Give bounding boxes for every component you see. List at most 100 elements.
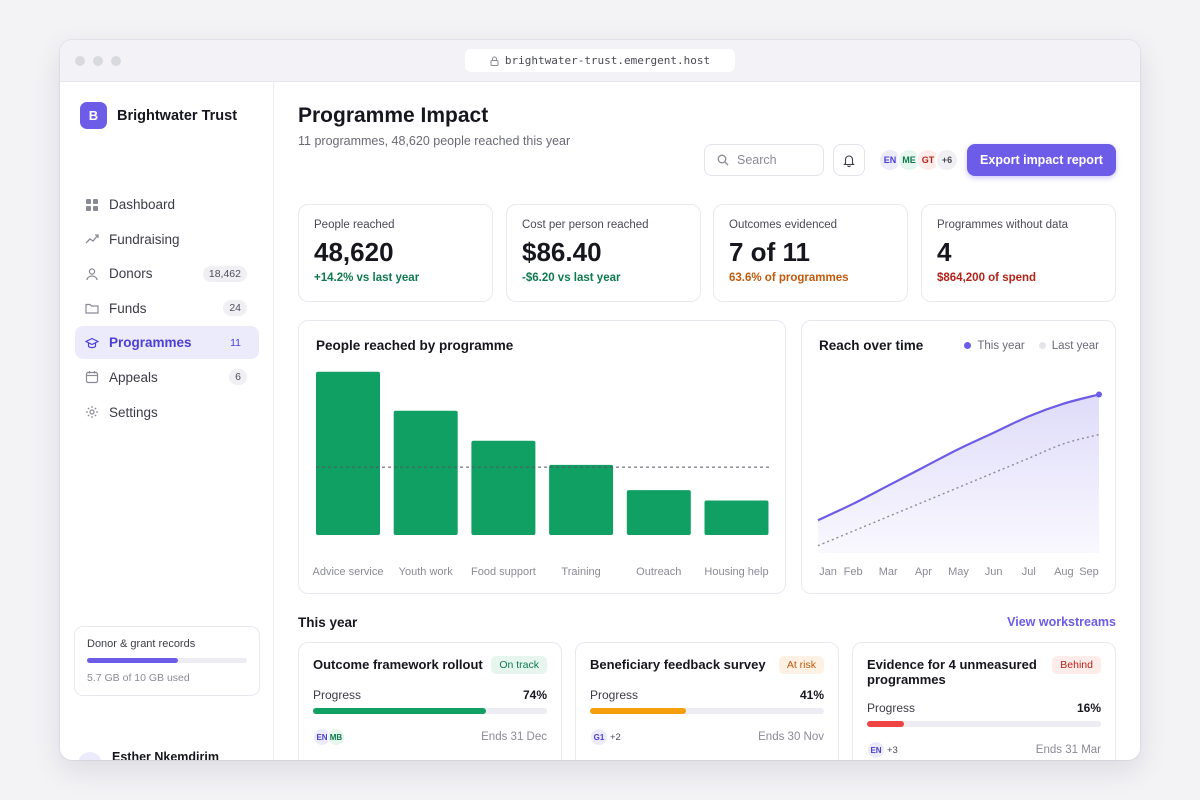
bar[interactable]	[316, 371, 380, 535]
progress-bar-fill	[313, 708, 487, 714]
workstream-card[interactable]: Evidence for 4 unmeasured programmes Behi…	[852, 642, 1116, 760]
workstream-title: Evidence for 4 unmeasured programmes	[867, 657, 1037, 687]
workstream-card[interactable]: Beneficiary feedback survey At risk Progre…	[575, 642, 839, 760]
graduation-cap-icon	[85, 336, 99, 350]
stat-value: $86.40	[522, 237, 602, 267]
progress-percent: 74%	[522, 688, 547, 702]
sidebar-item-fundraising[interactable]: Fundraising	[75, 223, 259, 256]
collaborators-more[interactable]: +6	[935, 148, 959, 172]
progress-bar-fill	[590, 708, 686, 714]
storage-subtitle: 5.7 GB of 10 GB used	[87, 672, 190, 684]
programme-bar-chart-card: People reached by programme Advice servi…	[298, 320, 786, 594]
status-badge: Behind	[1052, 656, 1101, 674]
legend-label: Last year	[1051, 340, 1099, 352]
bar[interactable]	[549, 464, 614, 535]
assignee-avatars[interactable]: EN MB	[313, 728, 345, 746]
url-bar[interactable]: brightwater-trust.emergent.host	[465, 49, 735, 72]
progress-row: Progress 16%	[867, 701, 1101, 715]
this-year-line	[817, 393, 1100, 522]
search-icon	[717, 154, 729, 166]
last-year-line	[817, 433, 1100, 547]
workstream-header: Evidence for 4 unmeasured programmes Behi…	[867, 656, 1101, 687]
sidebar-item-label: Fundraising	[109, 231, 180, 247]
assignees-more: +2	[610, 731, 621, 743]
title-bar: brightwater-trust.emergent.host	[60, 40, 1140, 82]
url-text: brightwater-trust.emergent.host	[504, 54, 711, 67]
stat-label: Cost per person reached	[522, 219, 649, 231]
workstream-header: Beneficiary feedback survey At risk	[590, 656, 824, 674]
workstream-card[interactable]: Outcome framework rollout On track Progres…	[298, 642, 562, 760]
sidebar-item-settings[interactable]: Settings	[75, 396, 259, 429]
assignees-more: +3	[887, 744, 898, 756]
window-minimize-dot[interactable]	[93, 56, 103, 66]
sidebar-item-programmes[interactable]: Programmes 11	[75, 326, 259, 360]
window-maximize-dot[interactable]	[111, 56, 121, 66]
sidebar-item-label: Settings	[109, 404, 158, 420]
progress-bar	[313, 708, 547, 714]
progress-bar	[590, 708, 824, 714]
bar[interactable]	[471, 440, 536, 535]
stat-card: Cost per person reached $86.40 -$6.20 vs l…	[506, 204, 701, 302]
page-title: Programme Impact	[298, 104, 489, 127]
notifications-button[interactable]	[833, 144, 865, 176]
assignee-avatar[interactable]: EN	[867, 741, 885, 759]
sidebar-item-count: 6	[229, 369, 247, 386]
brand-name: Brightwater Trust	[117, 107, 238, 124]
page-subtitle: 11 programmes, 48,620 people reached thi…	[298, 134, 571, 148]
stat-delta: 63.6% of programmes	[729, 272, 849, 284]
end-date: Ends 31 Dec	[481, 731, 547, 743]
workstream-title: Outcome framework rollout	[313, 657, 483, 672]
workstream-footer: G1 +2 Ends 30 Nov	[590, 728, 824, 746]
sidebar-nav: Dashboard Fundraising Donors 18,462 Funds 24 P…	[75, 188, 259, 430]
progress-percent: 41%	[799, 688, 824, 702]
legend-this-year[interactable]: This year	[964, 340, 1025, 352]
stat-label: Outcomes evidenced	[729, 219, 838, 231]
browser-window: brightwater-trust.emergent.host B Bright…	[60, 40, 1140, 760]
stat-card: Outcomes evidenced 7 of 11 63.6% of progra…	[713, 204, 908, 302]
bar[interactable]	[626, 490, 691, 535]
assignee-avatar[interactable]: MB	[327, 728, 345, 746]
storage-card: Donor & grant records 5.7 GB of 10 GB us…	[74, 626, 260, 696]
sidebar-item-count: 24	[223, 300, 247, 317]
bar[interactable]	[704, 500, 769, 536]
bar-category-label: Training	[561, 566, 600, 578]
view-workstreams-link[interactable]: View workstreams	[1007, 615, 1116, 629]
user-profile[interactable]: EN Esther Nkemdirim Director of Fundrais…	[78, 750, 223, 760]
assignee-avatar[interactable]: G1	[590, 728, 608, 746]
bell-icon	[843, 154, 855, 167]
month-tick-label: Feb	[844, 566, 863, 578]
legend-swatch	[964, 342, 972, 350]
sidebar-item-count: 18,462	[202, 265, 247, 282]
sidebar-item-label: Donors	[109, 266, 153, 282]
bar-category-label: Youth work	[399, 566, 454, 578]
user-avatar: EN	[78, 752, 102, 760]
sidebar-item-count: 11	[230, 336, 241, 349]
sidebar-item-dashboard[interactable]: Dashboard	[75, 188, 259, 221]
stat-delta: -$6.20 vs last year	[522, 272, 621, 284]
sidebar-item-appeals[interactable]: Appeals 6	[75, 361, 259, 394]
lock-icon	[490, 56, 499, 66]
sidebar: B Brightwater Trust Dashboard Fundraising…	[60, 82, 274, 760]
workstream-title: Beneficiary feedback survey	[590, 657, 766, 672]
workstream-header: Outcome framework rollout On track	[313, 656, 547, 674]
stat-label: Programmes without data	[937, 219, 1069, 231]
this-year-area	[818, 394, 1099, 553]
bar[interactable]	[393, 410, 458, 535]
section-title: This year	[298, 615, 358, 630]
collaborator-avatars[interactable]: EN ME GT +6	[878, 148, 959, 172]
legend-last-year[interactable]: Last year	[1038, 340, 1099, 352]
bar-chart: Advice service Youth work Food support Trai…	[313, 371, 769, 578]
this-year-end-point[interactable]	[1096, 391, 1102, 398]
sidebar-item-funds[interactable]: Funds 24	[75, 292, 259, 325]
assignee-avatars[interactable]: G1 +2	[590, 728, 621, 746]
brand-logo: B	[80, 102, 107, 129]
month-tick-label: May	[948, 566, 969, 578]
search-input[interactable]: Search	[704, 144, 824, 176]
brand[interactable]: B Brightwater Trust	[80, 102, 237, 129]
window-close-dot[interactable]	[75, 56, 85, 66]
sidebar-item-donors[interactable]: Donors 18,462	[75, 257, 259, 290]
export-impact-report-button[interactable]: Export impact report	[967, 144, 1116, 176]
person-icon	[85, 267, 99, 281]
stat-value: 4	[937, 237, 952, 267]
assignee-avatars[interactable]: EN +3	[867, 741, 898, 759]
